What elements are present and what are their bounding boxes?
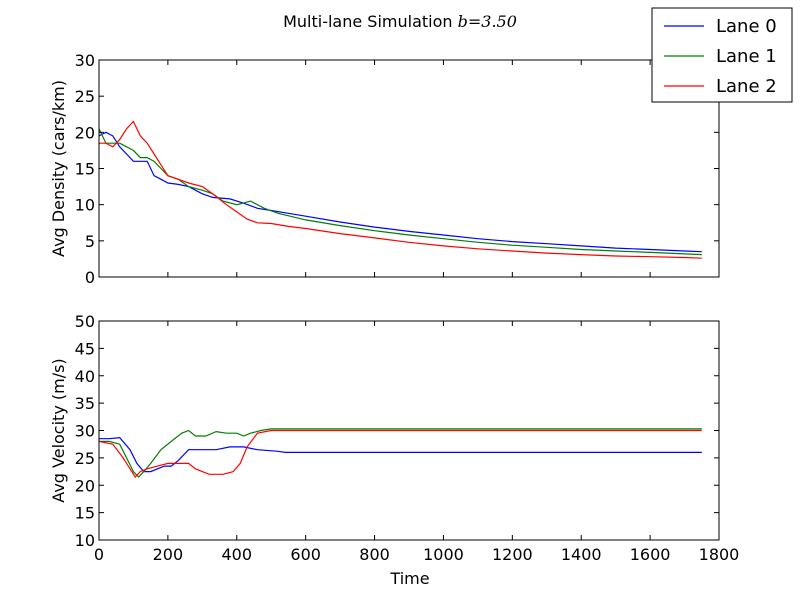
y-tick-label: 30	[75, 422, 95, 441]
x-tick-label: 1600	[630, 545, 671, 564]
velocity-series-lane-1	[99, 428, 702, 478]
plot-area	[99, 60, 719, 277]
y-tick-label: 10	[75, 196, 95, 215]
x-tick-label: 600	[290, 545, 321, 564]
y-tick-label: 0	[85, 268, 95, 287]
velocity-series-lane-2	[98, 429, 702, 478]
y-tick-label: 35	[75, 394, 95, 413]
y-tick-label: 20	[75, 476, 95, 495]
x-tick-label: 1400	[561, 545, 602, 564]
density-series-lane-1	[98, 128, 702, 256]
velocity-series-lane-0	[99, 436, 702, 473]
legend-label: Lane 0	[716, 16, 777, 37]
y-axis-title: Avg Velocity (m/s)	[49, 358, 68, 502]
x-tick-label: 1000	[423, 545, 464, 564]
y-tick-label: 10	[75, 531, 95, 550]
chart-title: Multi-lane Simulation b=3.50	[283, 12, 517, 31]
density-series-lane-2	[99, 120, 702, 259]
x-tick-label: 800	[359, 545, 390, 564]
x-tick-label: 1800	[699, 545, 740, 564]
chart-legend: Lane 0 Lane 1 Lane 2	[651, 7, 793, 103]
y-tick-label: 15	[75, 504, 95, 523]
x-tick-label: 400	[222, 545, 253, 564]
y-tick-label: 20	[75, 123, 95, 142]
x-tick-label: 1200	[492, 545, 533, 564]
legend-label: Lane 2	[716, 76, 777, 97]
x-tick-label: 0	[94, 545, 104, 564]
y-axis-title: Avg Density (cars/km)	[49, 80, 68, 257]
y-tick-label: 25	[75, 449, 95, 468]
y-tick-label: 15	[75, 160, 95, 179]
density-subplot: 0 5 10 15 20 25 30 Avg Density (cars/km)	[49, 51, 720, 287]
y-tick-label: 25	[75, 87, 95, 106]
legend-label: Lane 1	[716, 46, 777, 67]
y-tick-label: 45	[75, 339, 95, 358]
x-tick-label: 200	[153, 545, 184, 564]
y-tick-label: 5	[85, 232, 95, 251]
velocity-subplot: 0 200 400 600 800 1000 1200 1400 1600 1800 10 15 20 2…	[49, 312, 739, 564]
y-tick-label: 40	[75, 367, 95, 386]
x-axis-title: Time	[389, 569, 429, 588]
y-tick-label: 50	[75, 312, 95, 331]
y-tick-label: 30	[75, 51, 95, 70]
